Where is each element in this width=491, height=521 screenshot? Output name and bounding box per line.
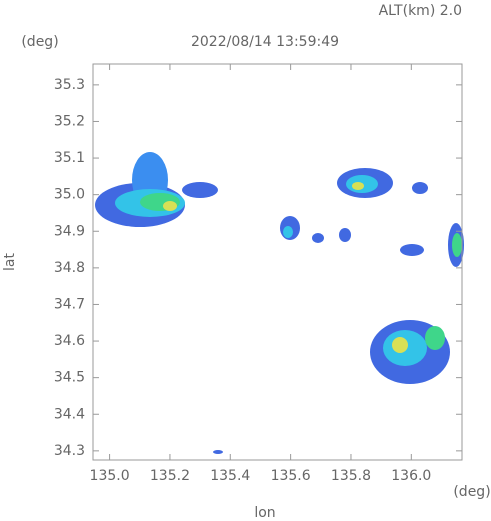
altitude-label: ALT(km) 2.0: [379, 3, 462, 19]
y-axis-label: lat: [2, 253, 18, 271]
y-tick-label: 34.6: [54, 333, 85, 349]
y-tick-label: 35.1: [54, 150, 85, 166]
x-tick-label: 135.0: [90, 468, 130, 484]
y-tick-label: 34.3: [54, 443, 85, 459]
y-tick-label: 34.7: [54, 296, 85, 312]
y-tick-label: 34.5: [54, 370, 85, 386]
y-tick-label: 35.3: [54, 77, 85, 93]
y-tick-label: 34.9: [54, 223, 85, 239]
x-tick-label: 135.8: [331, 468, 371, 484]
y-unit: (deg): [21, 34, 58, 50]
x-tick-label: 135.4: [210, 468, 250, 484]
x-tick-label: 135.6: [271, 468, 311, 484]
plot-frame: [92, 63, 463, 461]
x-axis-label: lon: [254, 505, 275, 521]
y-tick-label: 35.0: [54, 187, 85, 203]
x-unit: (deg): [453, 484, 490, 500]
echoes: [95, 152, 464, 454]
y-tick-label: 34.4: [54, 406, 85, 422]
y-tick-label: 34.8: [54, 260, 85, 276]
chart-title: 2022/08/14 13:59:49: [191, 34, 339, 50]
x-tick-label: 136.0: [391, 468, 431, 484]
y-tick-label: 35.2: [54, 113, 85, 129]
x-tick-label: 135.2: [150, 468, 190, 484]
